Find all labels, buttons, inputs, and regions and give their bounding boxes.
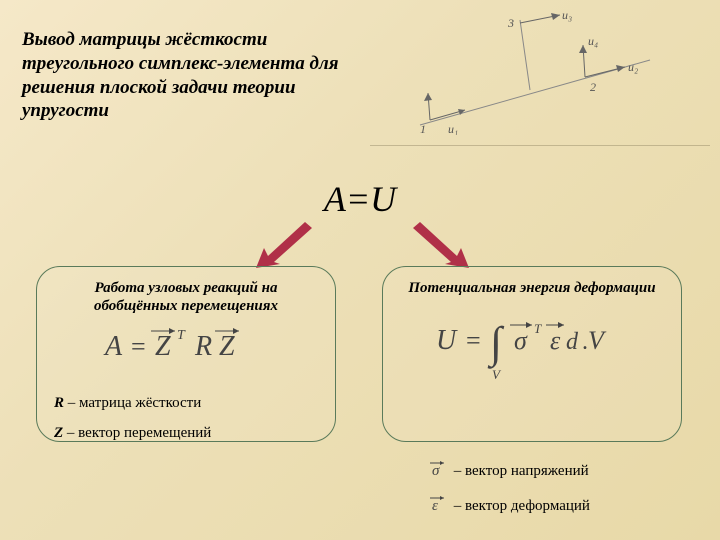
svg-text:U: U bbox=[436, 325, 458, 356]
page-title: Вывод матрицы жёсткости треугольного сим… bbox=[22, 28, 362, 123]
arrow-right-icon bbox=[405, 220, 475, 270]
left-box-title: Работа узловых реакций на обобщённых пер… bbox=[51, 279, 321, 315]
legend-eps: ε – вектор деформаций bbox=[430, 495, 590, 515]
center-equation: A=U bbox=[0, 178, 720, 220]
u2-label: u₂ bbox=[628, 60, 638, 74]
svg-text:Z: Z bbox=[219, 331, 235, 362]
svg-text:T: T bbox=[534, 321, 542, 336]
node2-label: 2 bbox=[590, 80, 596, 94]
svg-text:Z: Z bbox=[155, 331, 171, 362]
svg-text:R: R bbox=[194, 331, 212, 362]
svg-text:∫: ∫ bbox=[487, 318, 505, 369]
arrow-left-icon bbox=[250, 220, 320, 270]
right-formula: U = ∫ V σ T ε d . V bbox=[397, 305, 667, 390]
svg-text:A: A bbox=[103, 331, 123, 362]
node3-label: 3 bbox=[507, 16, 514, 30]
u4-label: u₄ bbox=[588, 34, 598, 48]
svg-text:V: V bbox=[492, 367, 502, 382]
right-box: Потенциальная энергия деформации U = ∫ V… bbox=[382, 266, 682, 442]
legend-sigma: σ – вектор напряжений bbox=[430, 460, 589, 480]
legend-sigma-text: – вектор напряжений bbox=[450, 463, 589, 479]
svg-text:σ: σ bbox=[432, 463, 440, 478]
right-box-title: Потенциальная энергия деформации bbox=[397, 279, 667, 297]
u1-label: u₁ bbox=[448, 122, 458, 135]
left-formula: A = Z T R Z bbox=[51, 323, 321, 374]
svg-text:V: V bbox=[588, 326, 607, 355]
svg-text:ε: ε bbox=[432, 498, 438, 513]
legend-r: RR – матрица жёсткости – матрица жёсткос… bbox=[54, 395, 201, 412]
svg-text:=: = bbox=[131, 332, 146, 361]
svg-text:ε: ε bbox=[550, 326, 561, 355]
u3-label: u₃ bbox=[562, 8, 572, 22]
legend-eps-text: – вектор деформаций bbox=[450, 498, 590, 514]
svg-text:=: = bbox=[466, 326, 481, 355]
legend-z: Z – вектор перемещений bbox=[54, 425, 211, 442]
left-box: Работа узловых реакций на обобщённых пер… bbox=[36, 266, 336, 442]
triangle-diagram: 1 2 3 u₁ u₂ u₃ u₄ bbox=[390, 5, 690, 135]
node1-label: 1 bbox=[420, 122, 426, 135]
divider bbox=[370, 145, 710, 146]
svg-text:T: T bbox=[177, 328, 186, 343]
svg-text:d: d bbox=[566, 329, 579, 355]
svg-text:σ: σ bbox=[514, 326, 528, 355]
